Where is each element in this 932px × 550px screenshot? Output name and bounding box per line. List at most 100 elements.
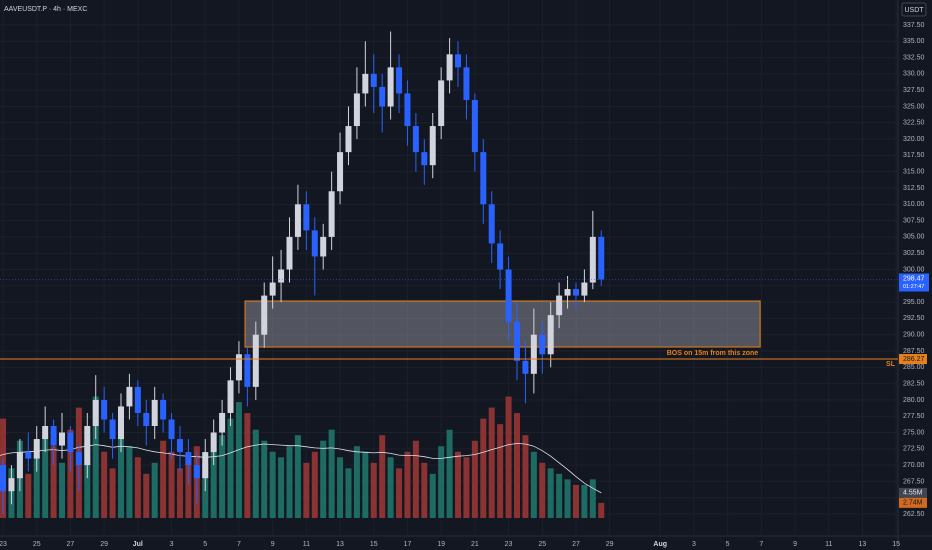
y-tick-label: 315.00 — [903, 169, 925, 176]
volume-bar — [421, 462, 428, 518]
countdown: 01:27:47 — [903, 284, 924, 290]
y-tick-label: 312.50 — [903, 185, 925, 192]
x-tick-label: 17 — [404, 541, 412, 548]
y-tick-label: 325.00 — [903, 103, 925, 110]
volume-bar — [396, 468, 403, 518]
x-tick-label: 21 — [471, 541, 479, 548]
candle-body — [589, 236, 596, 283]
candle-body — [505, 269, 512, 322]
candle-body — [126, 386, 133, 407]
candle-body — [370, 73, 377, 87]
volume-bar — [370, 462, 377, 518]
x-tick-label: 7 — [237, 541, 241, 548]
y-tick-label: 285.00 — [903, 364, 925, 371]
y-tick-label: 290.00 — [903, 332, 925, 339]
candle-body — [160, 399, 167, 420]
volume-bar — [471, 440, 478, 518]
candle-body — [404, 93, 411, 127]
candle-body — [227, 380, 234, 413]
volume-bar — [581, 484, 588, 518]
candle-body — [151, 399, 158, 426]
x-tick-label: 13 — [859, 541, 867, 548]
candle-body — [513, 321, 520, 361]
candle-body — [294, 204, 301, 237]
candle-body — [176, 439, 183, 453]
last-price: 298.47 — [903, 275, 925, 282]
candle-body — [59, 432, 66, 446]
y-tick-label: 302.50 — [903, 250, 925, 257]
x-tick-label: 29 — [606, 541, 614, 548]
candle-body — [311, 230, 318, 257]
volume-bar — [320, 440, 327, 518]
x-tick-label: 3 — [170, 541, 174, 548]
currency-box[interactable] — [901, 2, 927, 17]
volume-bar — [210, 451, 217, 518]
candle-body — [244, 354, 251, 387]
volume-bar — [67, 429, 74, 518]
volume-bar — [219, 435, 226, 518]
volume-bar — [572, 484, 579, 518]
candle-body — [25, 452, 32, 459]
candle-body — [471, 99, 478, 153]
volume-bar — [235, 402, 242, 518]
candle-body — [168, 419, 175, 440]
candle-body — [446, 54, 453, 81]
volume-bar — [269, 451, 276, 518]
candle-body — [581, 282, 588, 296]
volume-bar — [328, 429, 335, 518]
volume-bar — [294, 435, 301, 518]
y-tick-label: 292.50 — [903, 315, 925, 322]
volume-bar — [353, 446, 360, 518]
candle-body — [396, 67, 403, 94]
x-tick-label: 11 — [825, 541, 832, 548]
x-tick-label: Aug — [653, 541, 667, 548]
candle-body — [235, 354, 242, 381]
volume-bar — [556, 473, 563, 518]
candle-body — [328, 191, 335, 237]
y-tick-label: 330.00 — [903, 71, 925, 78]
candle-body — [261, 295, 268, 335]
candle-body — [345, 126, 352, 153]
volume-bar — [42, 435, 49, 518]
y-tick-label: 267.50 — [903, 478, 925, 485]
volume-bar — [92, 396, 99, 518]
y-tick-label: 295.00 — [903, 299, 925, 306]
volume-bar — [539, 462, 546, 518]
candle-body — [337, 152, 344, 192]
volume-bar — [168, 451, 175, 518]
candle-body — [463, 67, 470, 100]
volume-bar — [480, 418, 487, 518]
volume-last-label: 2.74M — [903, 500, 923, 507]
candle-body — [412, 126, 419, 153]
y-tick-label: 277.50 — [903, 413, 925, 420]
volume-bar — [151, 462, 158, 518]
volume-bar — [50, 446, 57, 518]
volume-bar — [25, 473, 32, 518]
y-tick-label: 270.00 — [903, 462, 925, 469]
volume-bar — [505, 396, 512, 518]
volume-bar — [33, 457, 40, 518]
candle-body — [522, 360, 529, 374]
candle-body — [33, 439, 40, 459]
y-tick-label: 337.50 — [903, 22, 925, 29]
candle-body — [8, 478, 15, 492]
volume-ma-line — [0, 443, 602, 494]
volume-bar — [438, 446, 445, 518]
candle-body — [353, 93, 360, 127]
candle-body — [67, 432, 74, 453]
candle-body — [42, 425, 49, 440]
currency[interactable]: USDT — [904, 7, 924, 14]
volume-bar — [513, 413, 520, 518]
candle-body — [16, 452, 23, 479]
volume-bar — [446, 429, 453, 518]
candle-body — [210, 432, 217, 453]
volume-bar — [345, 468, 352, 518]
volume-bar — [101, 451, 108, 518]
candle-body — [564, 289, 571, 296]
candle-body — [387, 67, 394, 107]
candle-body — [101, 399, 108, 420]
candle-body — [219, 412, 226, 433]
x-tick-label: 29 — [100, 541, 108, 548]
y-tick-label: 307.50 — [903, 217, 925, 224]
